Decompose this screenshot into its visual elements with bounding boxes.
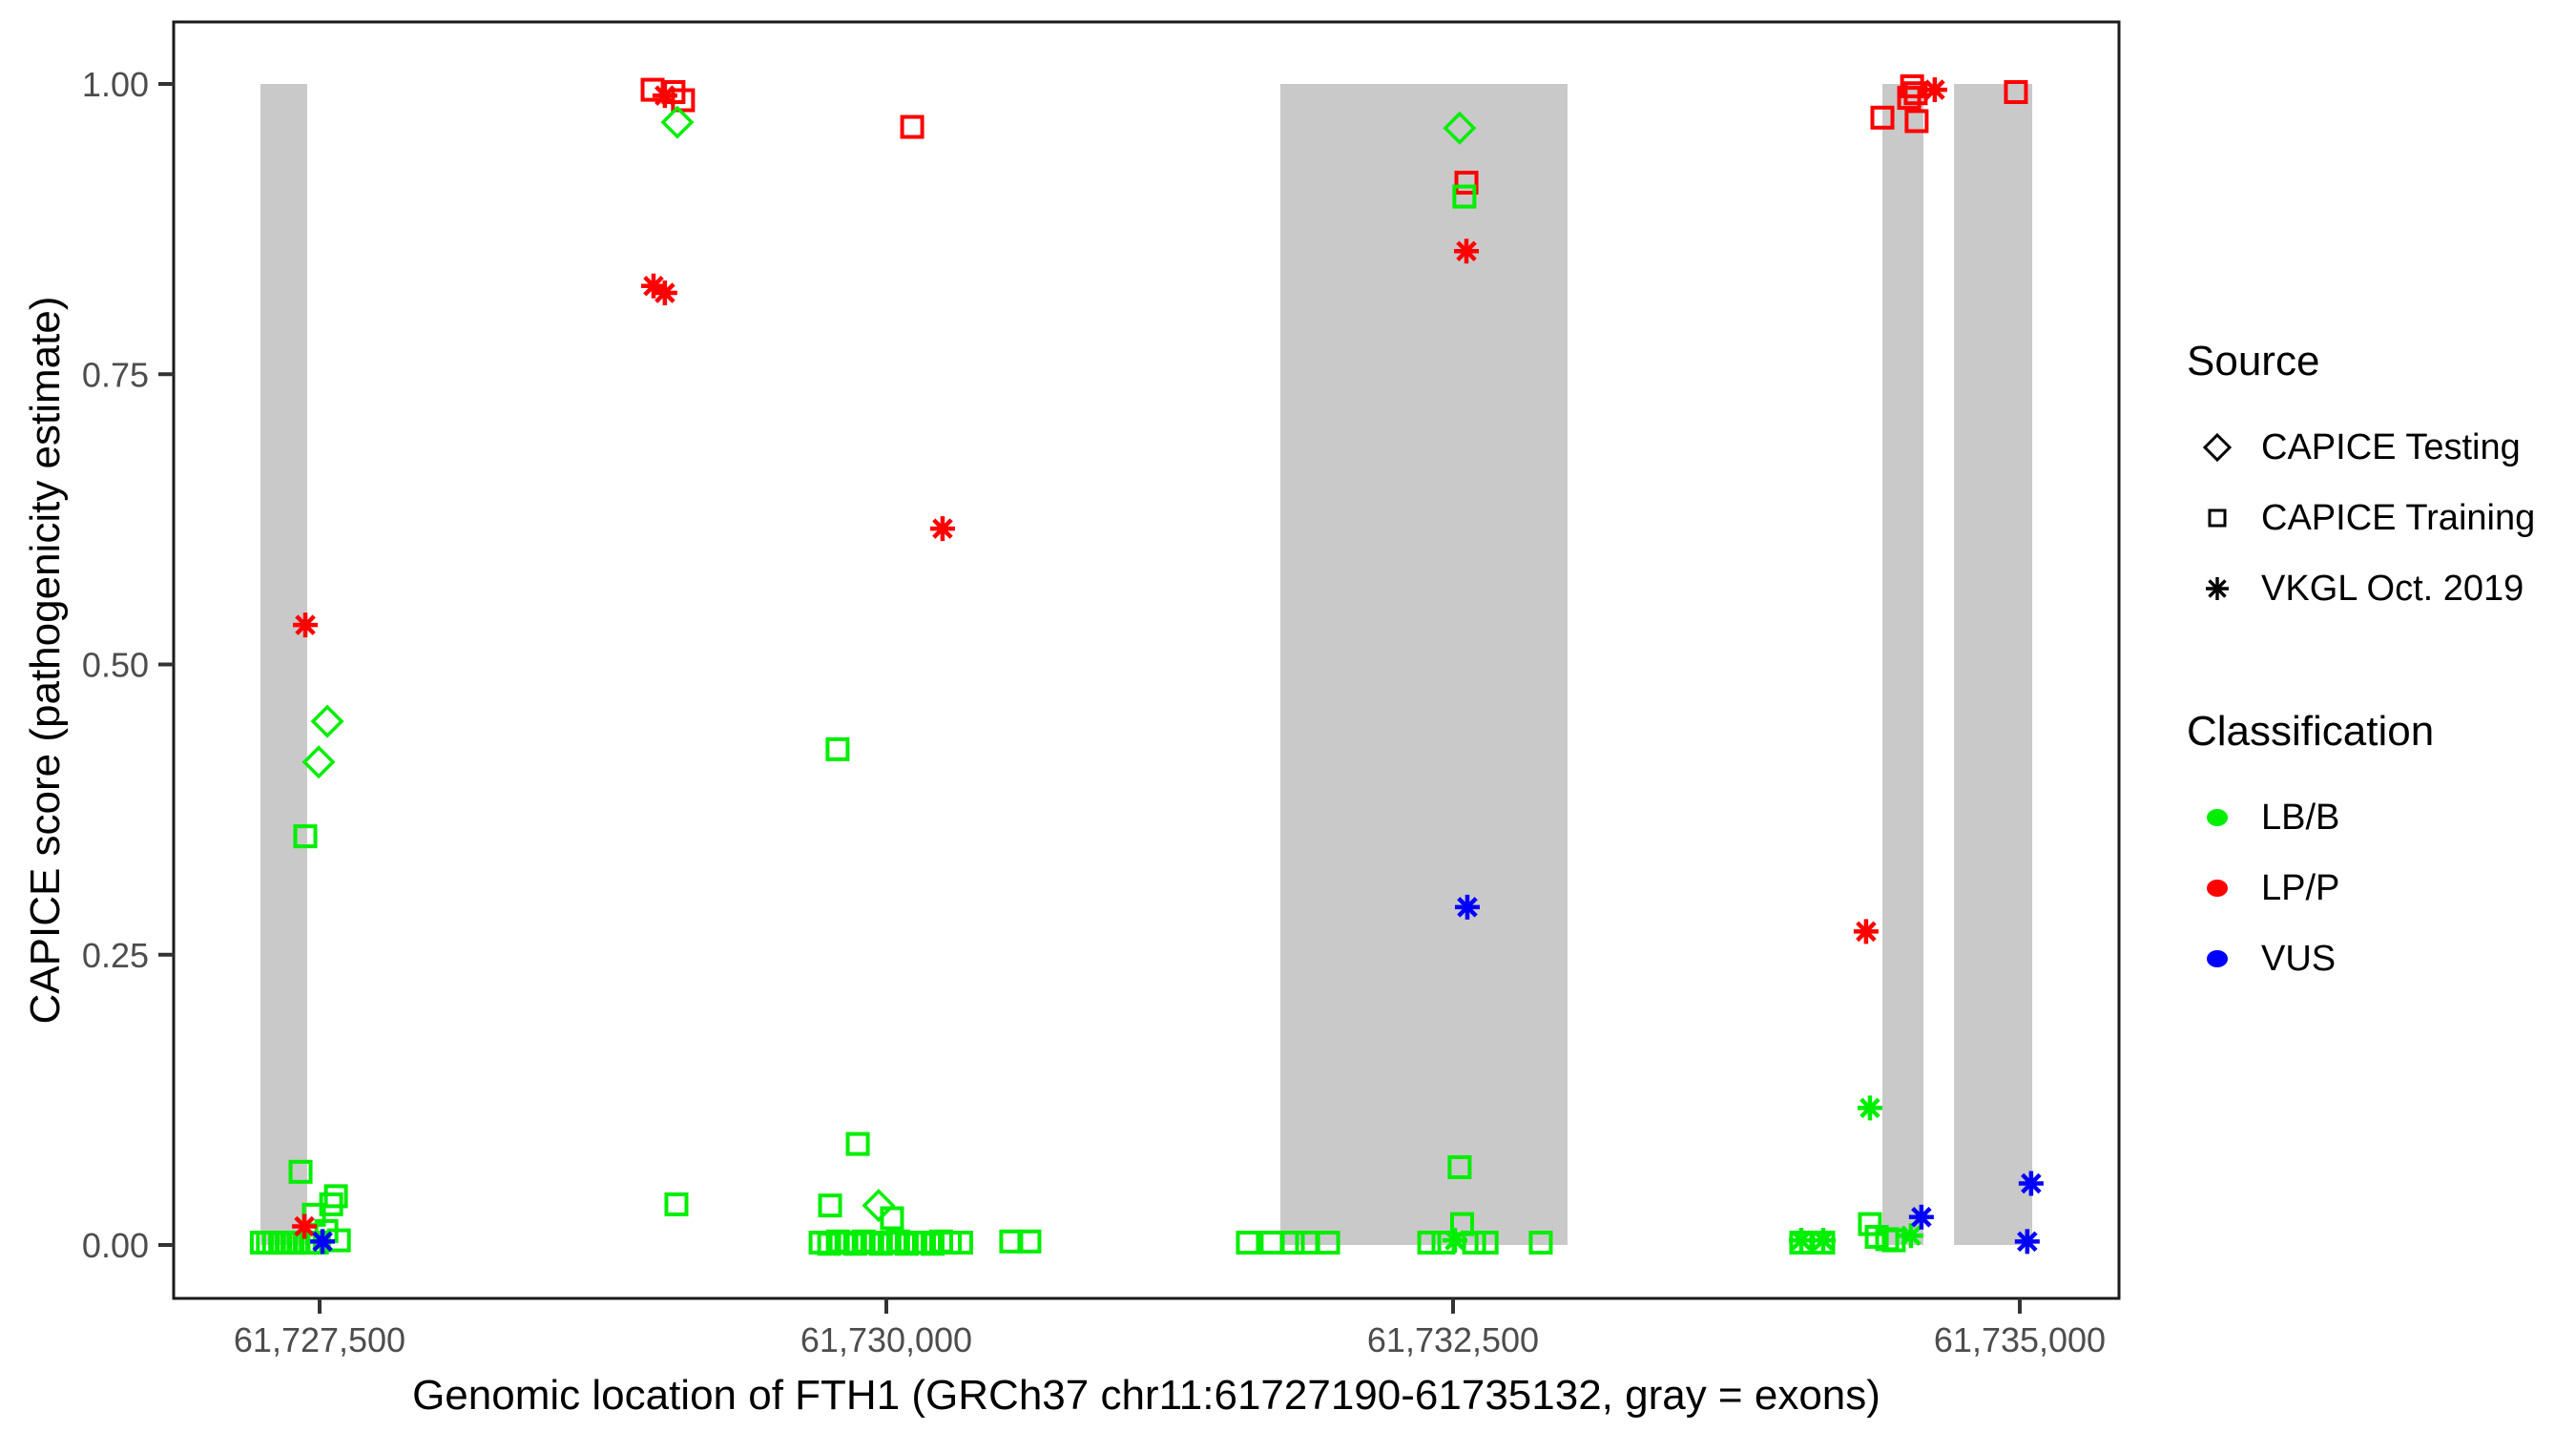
data-point-diamond xyxy=(660,105,695,139)
legend: Source CAPICE Testing CAPICE Training xyxy=(2187,336,2568,994)
data-point-square xyxy=(293,824,318,849)
data-point-asterisk xyxy=(652,83,677,109)
legend-classification-title: Classification xyxy=(2187,708,2435,755)
y-tick-label: 1.00 xyxy=(82,65,149,104)
legend-label: CAPICE Testing xyxy=(2261,426,2521,467)
data-point-square xyxy=(845,1131,870,1156)
data-point-square xyxy=(1870,105,1895,130)
x-tick-label: 61,732,500 xyxy=(1367,1320,1539,1359)
legend-spacer xyxy=(2187,624,2568,706)
y-tick-label: 0.00 xyxy=(82,1226,149,1265)
data-point-square xyxy=(288,1159,313,1184)
data-point-square xyxy=(1903,81,1928,106)
panel-border xyxy=(172,20,2121,1300)
data-point-square xyxy=(1280,1231,1305,1255)
asterisk-icon xyxy=(2206,577,2229,600)
data-point-square xyxy=(1900,73,1924,98)
legend-item-capice-training: CAPICE Training xyxy=(2187,483,2568,553)
data-point-square xyxy=(1474,1231,1499,1255)
diamond-icon xyxy=(2202,432,2233,463)
data-point-square xyxy=(900,114,924,139)
data-point-square xyxy=(1858,1212,1882,1236)
data-point-asterisk xyxy=(1811,1228,1837,1254)
plot-panel xyxy=(174,22,2119,1298)
red-dot-icon xyxy=(2207,880,2228,897)
data-point-square xyxy=(948,1231,973,1255)
data-point-asterisk xyxy=(2014,1229,2040,1255)
x-tick-label: 61,727,500 xyxy=(234,1320,405,1359)
legend-item-vus: VUS xyxy=(2187,923,2568,994)
data-point-asterisk xyxy=(1898,1223,1923,1249)
data-point-square xyxy=(1017,1229,1042,1254)
legend-label: LP/P xyxy=(2261,867,2340,908)
data-point-square xyxy=(1417,1231,1442,1255)
data-point-asterisk xyxy=(1788,1228,1814,1254)
data-point-asterisk xyxy=(1454,894,1480,920)
data-point-square xyxy=(1316,1231,1340,1255)
data-point-asterisk xyxy=(1454,238,1480,264)
blue-dot-icon xyxy=(2207,950,2228,967)
legend-label: LB/B xyxy=(2261,797,2340,838)
legend-label: VUS xyxy=(2261,938,2337,979)
data-point-square xyxy=(1462,1231,1486,1255)
x-tick-label: 61,735,000 xyxy=(1934,1320,2106,1359)
x-axis-title: Genomic location of FTH1 (GRCh37 chr11:6… xyxy=(412,1372,1880,1419)
data-point-square xyxy=(1454,170,1479,195)
data-point-square xyxy=(1450,1212,1475,1236)
data-point-square xyxy=(1447,1154,1472,1179)
data-point-square xyxy=(1528,1231,1553,1255)
y-tick-label: 0.50 xyxy=(82,646,149,685)
legend-label: CAPICE Training xyxy=(2261,497,2536,538)
data-point-asterisk xyxy=(1442,1228,1467,1254)
data-point-asterisk xyxy=(2018,1171,2044,1196)
x-tick-label: 61,730,000 xyxy=(800,1320,972,1359)
data-point-asterisk xyxy=(1922,77,1947,103)
legend-item-lpp: LP/P xyxy=(2187,853,2568,923)
y-tick-label: 0.25 xyxy=(82,936,149,975)
exon-bar xyxy=(260,84,307,1245)
data-point-square xyxy=(825,736,850,761)
legend-source-title: Source xyxy=(2187,338,2320,384)
exon-bar xyxy=(1954,84,2033,1245)
data-point-asterisk xyxy=(1857,1095,1882,1121)
y-tick-label: 0.75 xyxy=(82,355,149,394)
y-axis-title: CAPICE score (pathogenicity estimate) xyxy=(22,296,69,1025)
data-point-square xyxy=(323,1184,348,1209)
green-dot-icon xyxy=(2207,809,2228,826)
data-point-asterisk xyxy=(929,516,955,542)
data-point-asterisk xyxy=(1908,1204,1934,1230)
data-point-asterisk xyxy=(1853,919,1879,944)
data-point-square xyxy=(1904,109,1929,134)
data-point-square xyxy=(818,1193,842,1218)
data-point-asterisk xyxy=(293,612,319,638)
data-point-diamond xyxy=(301,745,336,779)
data-point-square xyxy=(671,88,696,113)
data-point-asterisk xyxy=(310,1229,336,1255)
exon-bars xyxy=(260,84,2033,1245)
exon-bar xyxy=(1882,84,1924,1245)
legend-item-capice-testing: CAPICE Testing xyxy=(2187,412,2568,483)
data-point-asterisk xyxy=(652,280,677,306)
axis-ticks: 61,727,500 61,730,000 61,732,500 61,735,000… xyxy=(82,65,2106,1359)
legend-item-vkgl: VKGL Oct. 2019 xyxy=(2187,553,2568,624)
data-point-diamond xyxy=(862,1189,896,1223)
data-point-diamond xyxy=(310,704,344,738)
data-point-square xyxy=(664,1192,689,1216)
data-point-diamond xyxy=(1443,111,1477,145)
exon-bar xyxy=(1279,84,1568,1245)
data-point-square xyxy=(1236,1231,1260,1255)
data-point-asterisk xyxy=(292,1213,318,1239)
legend-item-lbb: LB/B xyxy=(2187,782,2568,853)
data-point-square xyxy=(2004,80,2028,105)
data-points xyxy=(249,73,2044,1256)
square-icon xyxy=(2208,508,2227,528)
legend-label: VKGL Oct. 2019 xyxy=(2261,568,2524,609)
data-point-square xyxy=(880,1206,904,1231)
data-point-square xyxy=(1452,184,1477,209)
